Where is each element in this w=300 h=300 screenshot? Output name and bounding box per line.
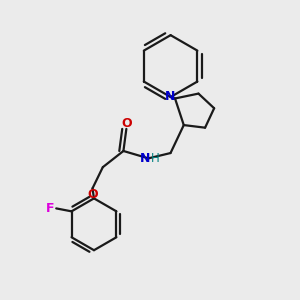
- Text: N: N: [140, 152, 150, 165]
- Text: N: N: [165, 91, 175, 103]
- Text: F: F: [46, 202, 55, 215]
- Text: O: O: [87, 188, 98, 201]
- Text: O: O: [121, 116, 132, 130]
- Text: H: H: [151, 152, 159, 165]
